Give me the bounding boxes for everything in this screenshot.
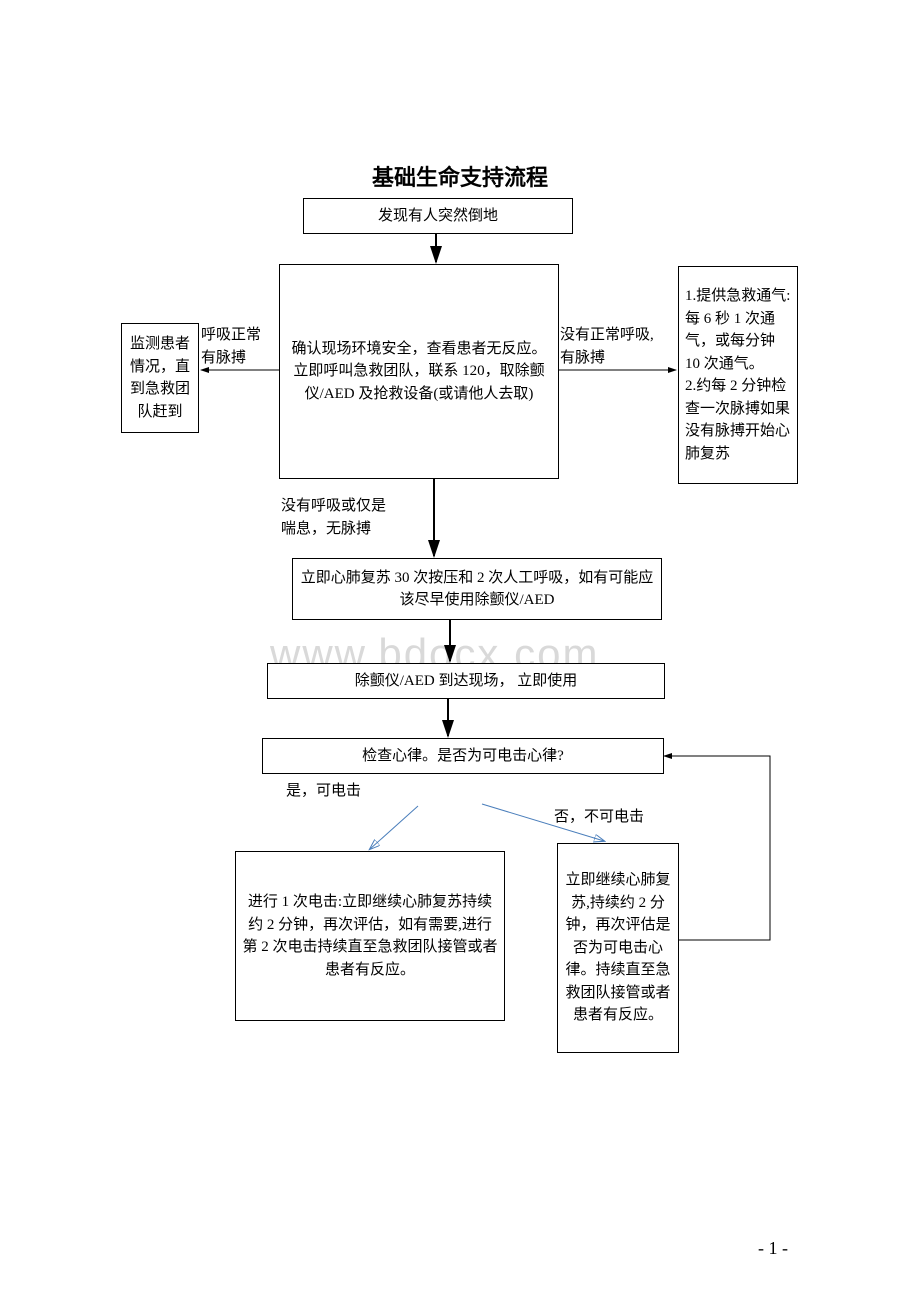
flow-box-confirm: 确认现场环境安全，查看患者无反应。立即呼叫急救团队，联系 120，取除颤仪/AE… <box>279 264 559 479</box>
flow-box-cpr: 立即心肺复苏 30 次按压和 2 次人工呼吸，如有可能应该尽早使用除颤仪/AED <box>292 558 662 620</box>
flow-box-no-shock: 立即继续心肺复苏,持续约 2 分钟，再次评估是否为可电击心律。持续直至急救团队接… <box>557 843 679 1053</box>
flow-box-ventilate: 1.提供急救通气:每 6 秒 1 次通气，或每分钟 10 次通气。 2.约每 2… <box>678 266 798 484</box>
flow-box-check-rhythm: 检查心律。是否为可电击心律? <box>262 738 664 774</box>
page-number: - 1 - <box>758 1238 788 1259</box>
label-normal-breath: 呼吸正常 有脉搏 <box>201 324 261 369</box>
flow-box-shock: 进行 1 次电击:立即继续心肺复苏持续约 2 分钟，再次评估，如有需要,进行第 … <box>235 851 505 1021</box>
flow-box-aed-arrive: 除颤仪/AED 到达现场， 立即使用 <box>267 663 665 699</box>
label-no-shock: 否，不可电击 <box>554 806 644 829</box>
flow-arrows <box>0 0 920 1302</box>
label-no-breath-pulse: 没有正常呼吸, 有脉搏 <box>560 324 654 369</box>
page-title: 基础生命支持流程 <box>0 160 920 192</box>
label-yes-shock: 是，可电击 <box>286 780 361 803</box>
label-no-pulse: 没有呼吸或仅是 喘息，无脉搏 <box>281 495 386 540</box>
flow-box-start: 发现有人突然倒地 <box>303 198 573 234</box>
flow-box-monitor: 监测患者情况，直到急救团队赶到 <box>121 323 199 433</box>
